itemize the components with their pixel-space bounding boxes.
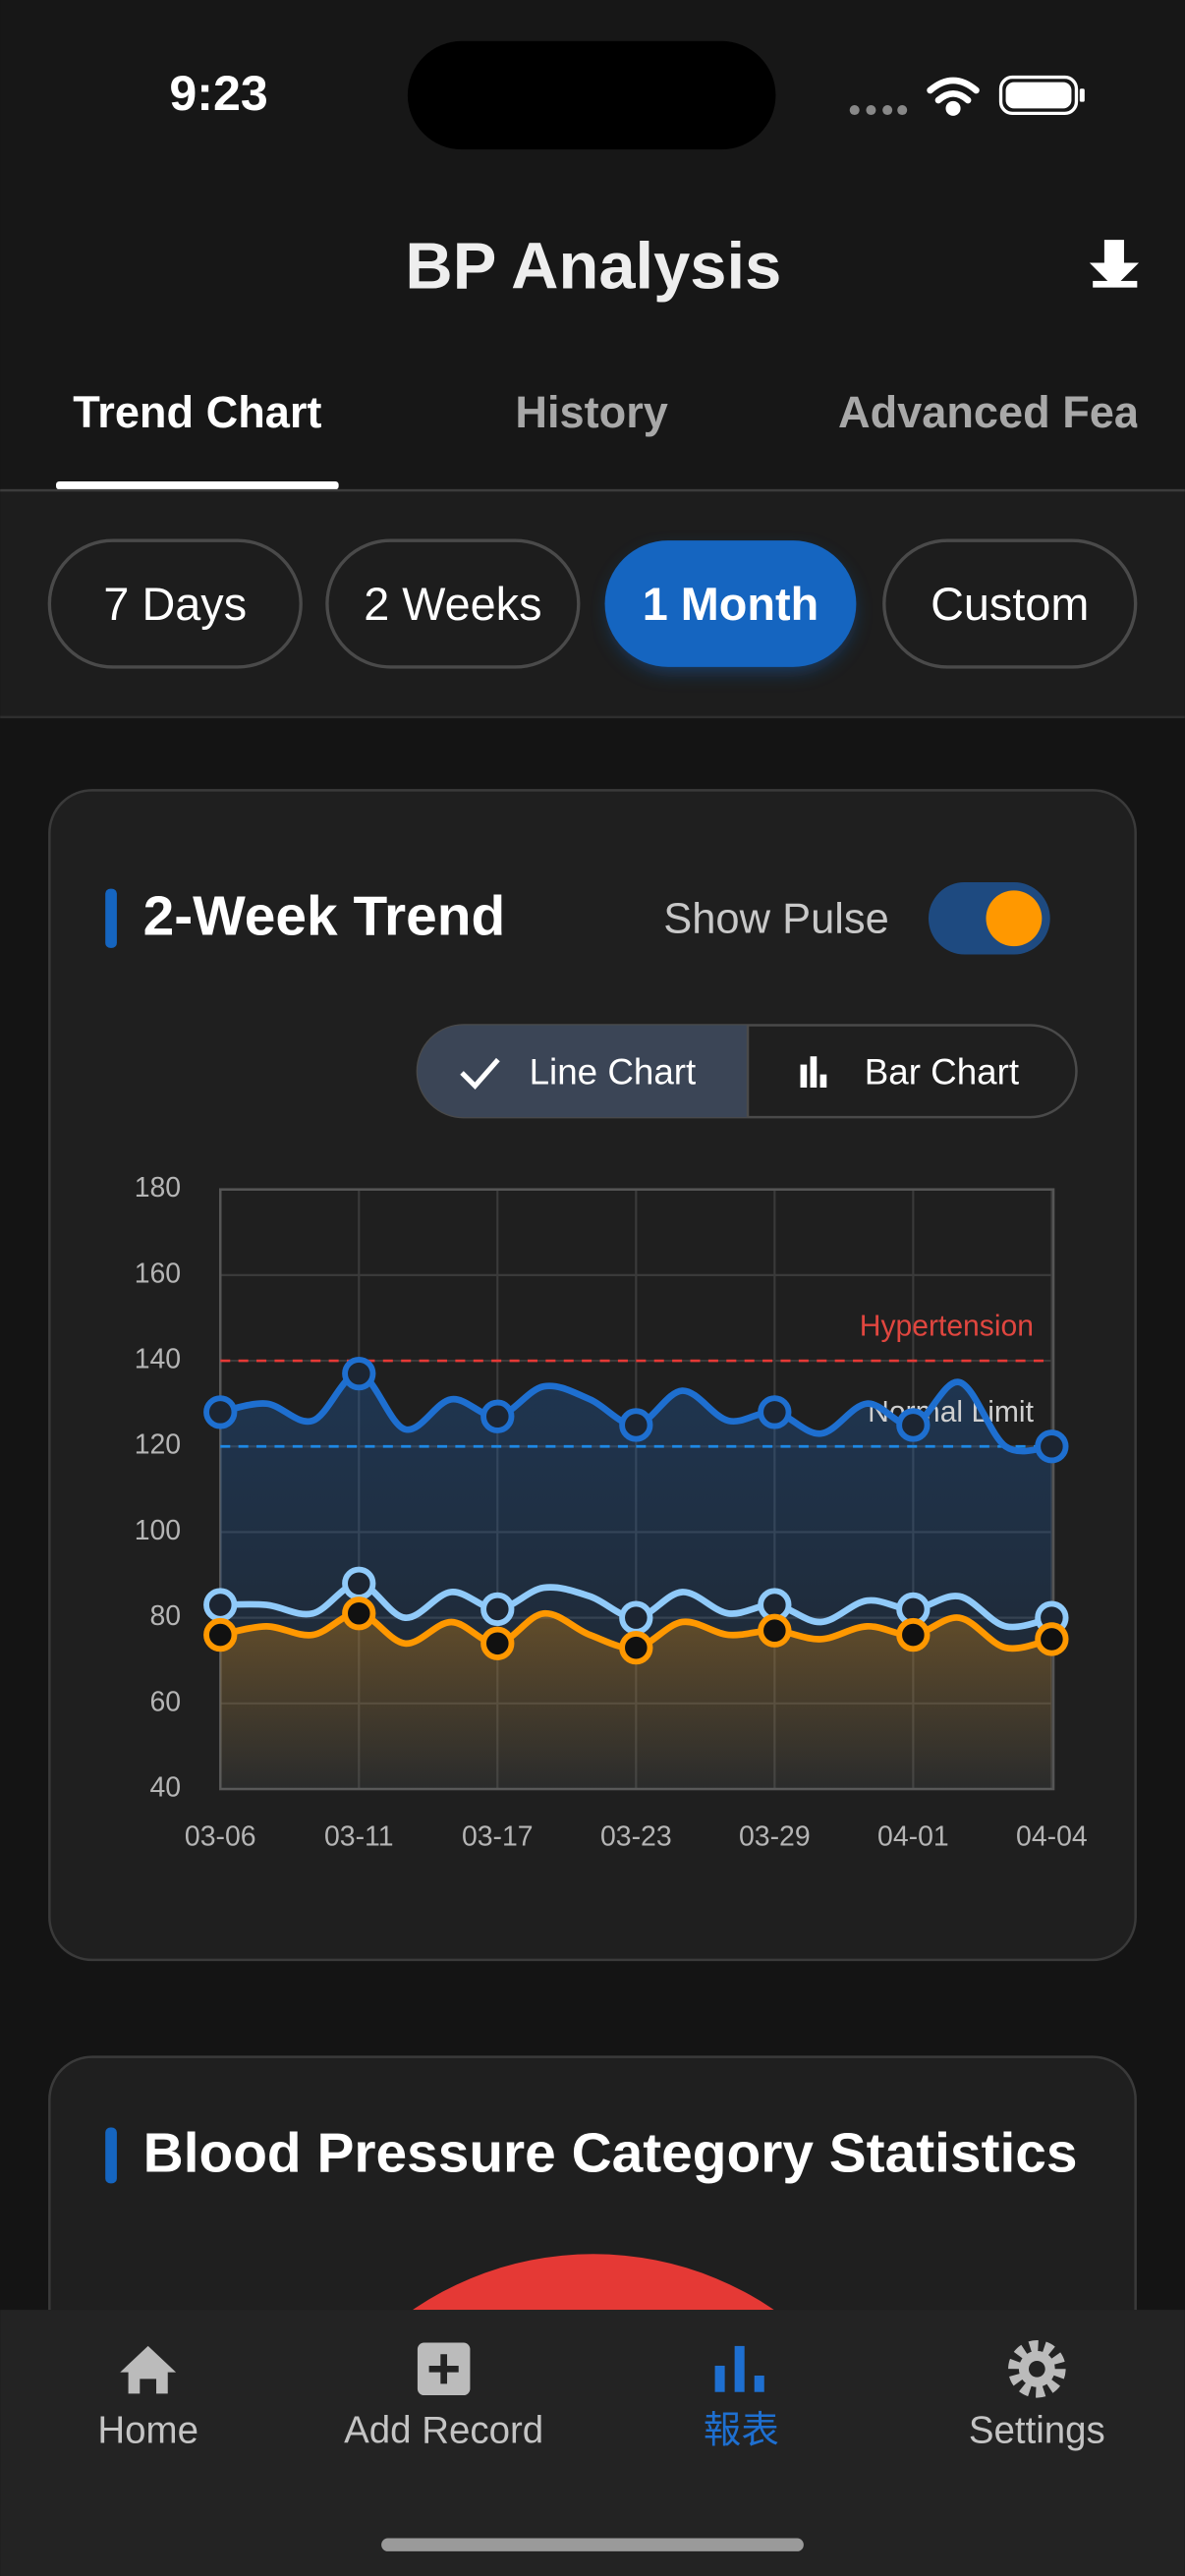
report-icon	[714, 2345, 764, 2392]
point-marker	[896, 1408, 931, 1442]
nav-item[interactable]: Home	[97, 2410, 198, 2452]
range-pill[interactable]	[604, 540, 857, 667]
reference-label: Normal Limit	[868, 1396, 1034, 1428]
range-pill[interactable]	[47, 538, 303, 669]
bar-chart-icon	[800, 1056, 827, 1088]
point-marker	[619, 1600, 653, 1635]
range-label[interactable]: 7 Days	[103, 579, 247, 630]
point-marker	[480, 1592, 515, 1627]
point-marker	[480, 1626, 515, 1660]
x-tick-label: 04-01	[877, 1821, 949, 1853]
range-label[interactable]: 1 Month	[643, 579, 818, 630]
x-tick-label: 03-11	[324, 1821, 394, 1853]
range-label[interactable]: 2 Weeks	[364, 579, 541, 630]
y-tick-label: 140	[135, 1344, 181, 1375]
card-title: Blood Pressure Category Statistics	[143, 2123, 1078, 2185]
point-marker	[203, 1588, 238, 1622]
stats-card	[48, 2055, 1137, 2311]
point-marker	[1035, 1429, 1069, 1464]
accent-bar	[105, 2127, 117, 2184]
point-marker	[619, 1631, 653, 1665]
x-tick-label: 03-06	[185, 1821, 256, 1853]
add-icon	[417, 2342, 471, 2396]
tab[interactable]: Trend Chart	[73, 387, 321, 437]
card-title: 2-Week Trend	[143, 885, 506, 947]
bottom-nav	[0, 2310, 1185, 2576]
point-marker	[480, 1399, 515, 1433]
category-chart	[413, 2254, 774, 2311]
point-marker	[342, 1356, 376, 1391]
x-tick-label: 03-23	[600, 1821, 672, 1853]
x-tick-label: 03-29	[739, 1821, 811, 1853]
point-marker	[758, 1395, 792, 1429]
range-pill[interactable]	[882, 538, 1138, 669]
y-tick-label: 100	[135, 1515, 181, 1546]
tab-indicator	[56, 480, 339, 490]
y-tick-label: 40	[150, 1772, 182, 1804]
status-time: 9:23	[169, 66, 267, 121]
y-tick-label: 180	[135, 1172, 181, 1204]
x-tick-label: 03-17	[462, 1821, 534, 1853]
point-marker	[1035, 1622, 1069, 1656]
y-tick-label: 60	[150, 1686, 182, 1717]
check-icon	[460, 1057, 500, 1090]
nav-item[interactable]: Add Record	[344, 2410, 543, 2452]
tab[interactable]: Advanced Features	[838, 387, 1185, 437]
download-button[interactable]	[1089, 240, 1140, 288]
y-tick-label: 80	[150, 1600, 182, 1632]
reference-label: Hypertension	[860, 1311, 1034, 1343]
range-pill[interactable]	[325, 538, 581, 669]
point-marker	[203, 1617, 238, 1652]
wifi-icon	[927, 77, 980, 116]
x-tick-label: 04-04	[1016, 1821, 1088, 1853]
home-indicator	[381, 2538, 804, 2551]
dynamic-island	[407, 40, 776, 150]
point-marker	[203, 1395, 238, 1429]
point-marker	[896, 1617, 931, 1652]
view-option[interactable]: Line Chart	[530, 1051, 697, 1092]
point-marker	[619, 1408, 653, 1442]
view-option[interactable]: Bar Chart	[865, 1051, 1019, 1092]
y-tick-label: 120	[135, 1429, 181, 1461]
view-option-selected-bg	[417, 1025, 749, 1118]
signal-dots	[849, 105, 908, 116]
battery-icon	[998, 75, 1085, 116]
y-tick-label: 160	[135, 1258, 181, 1289]
point-marker	[342, 1596, 376, 1631]
point-marker	[758, 1613, 792, 1648]
home-icon	[120, 2345, 177, 2394]
accent-bar	[105, 888, 117, 948]
page-title: BP Analysis	[405, 230, 781, 304]
nav-item[interactable]: Settings	[969, 2410, 1105, 2452]
point-marker	[342, 1566, 376, 1600]
toggle-label: Show Pulse	[663, 896, 889, 943]
nav-item[interactable]: 報表	[704, 2410, 779, 2452]
series-area	[220, 1613, 1052, 1790]
pulse-toggle[interactable]	[928, 881, 1050, 955]
tab[interactable]: History	[515, 387, 667, 437]
range-label[interactable]: Custom	[931, 579, 1089, 630]
